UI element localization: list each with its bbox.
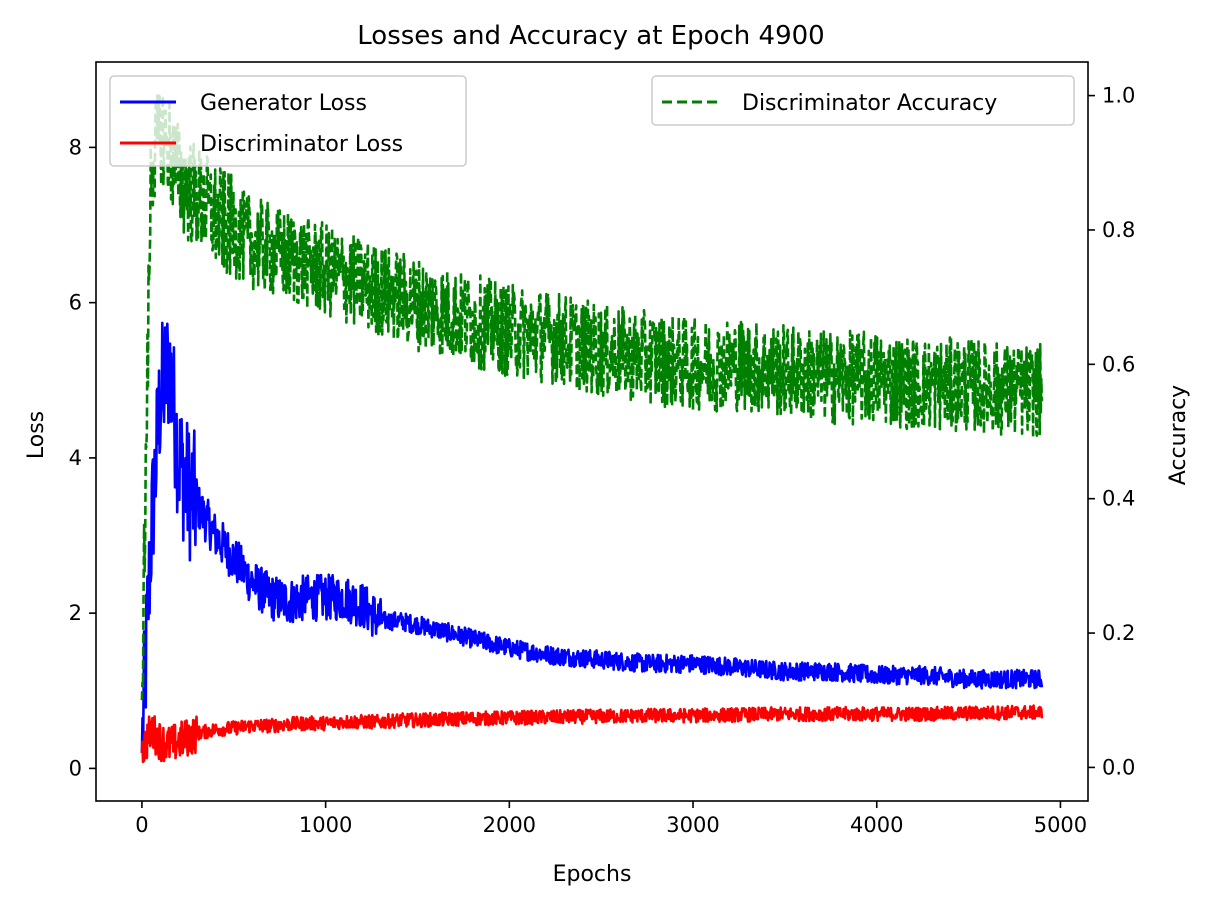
legend-right: Discriminator Accuracy [651,75,1075,126]
y-right-tick-label: 0.4 [1102,487,1135,511]
x-tick-label: 1000 [299,813,352,837]
y-right-tick-label: 0.2 [1102,621,1135,645]
x-axis-label: Epochs [553,862,632,887]
legend-box [109,75,467,167]
series-line-discriminator-loss [140,704,1044,764]
legend-label: Discriminator Accuracy [742,91,997,116]
y-axis-right-label: Accuracy [1166,385,1191,485]
x-tick-label: 0 [135,813,148,837]
y-right-tick-label: 0.6 [1102,352,1135,376]
y-right-tick-label: 0.8 [1102,218,1135,242]
chart-title: Losses and Accuracy at Epoch 4900 [357,21,824,51]
y-left-tick-label: 6 [69,291,82,315]
x-tick-label: 3000 [666,813,719,837]
x-tick-label: 4000 [850,813,903,837]
x-tick-label: 2000 [483,813,536,837]
legend-left: Generator Loss Discriminator Loss [109,75,467,167]
legend-label: Discriminator Loss [200,132,403,157]
plot-area [140,94,1044,764]
series-line-generator-loss [140,321,1044,756]
legend-label: Generator Loss [200,91,367,116]
y-right-tick-label: 1.0 [1102,84,1135,108]
legend-box [651,75,1075,126]
series-line-discriminator-accuracy [140,94,1044,701]
y-left-tick-label: 2 [69,601,82,625]
axes: 0 1000 2000 3000 4000 5000 0 2 4 6 8 0.0 0.2 0.4 0.6 0.… [69,61,1135,837]
y-left-tick-label: 8 [69,135,82,159]
y-left-tick-label: 4 [69,446,82,470]
y-left-tick-label: 0 [69,756,82,780]
y-axis-left-label: Loss [24,411,49,459]
y-right-tick-label: 0.0 [1102,755,1135,779]
x-tick-label: 5000 [1034,813,1087,837]
plot-frame [95,61,1089,802]
